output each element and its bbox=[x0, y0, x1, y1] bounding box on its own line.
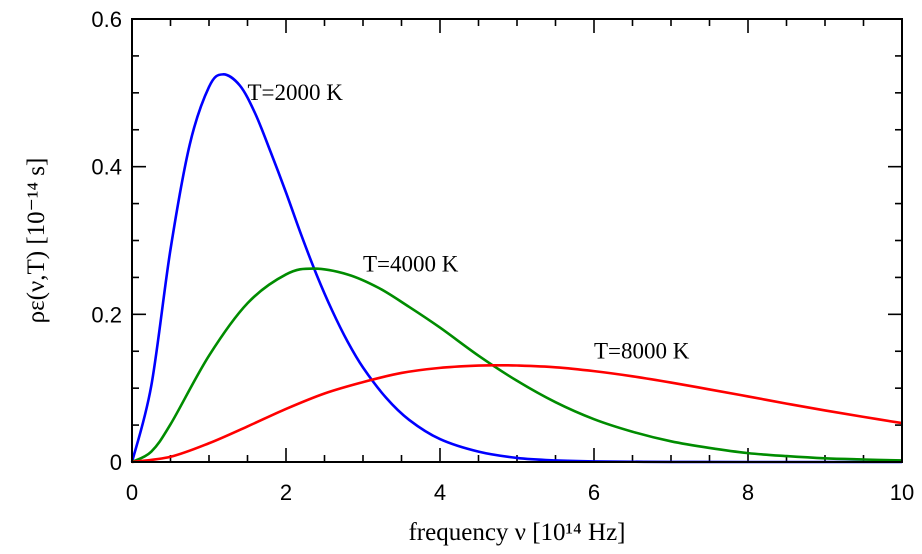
y-tick-label: 0.4 bbox=[91, 155, 122, 180]
series-labels: T=2000 K T=4000 K T=8000 K bbox=[248, 80, 690, 363]
x-tick-label: 2 bbox=[280, 480, 292, 505]
x-tick-label: 10 bbox=[890, 480, 914, 505]
y-tick-label: 0 bbox=[110, 450, 122, 475]
y-tick-label: 0.2 bbox=[91, 302, 122, 327]
y-axis-title: ρε(ν,T) [10⁻¹⁴ s] bbox=[23, 158, 50, 324]
series-line-1 bbox=[130, 73, 903, 464]
x-tick-label: 4 bbox=[434, 480, 446, 505]
series-line-2 bbox=[131, 267, 903, 464]
x-tick-label: 6 bbox=[588, 480, 600, 505]
series-label-1: T=2000 K bbox=[248, 80, 344, 105]
series-curves bbox=[130, 73, 903, 464]
plot-frame bbox=[131, 18, 903, 463]
series-label-3: T=8000 K bbox=[594, 339, 690, 364]
series-line-3 bbox=[131, 363, 903, 464]
tick-labels: 0 2 4 6 8 10 0 0.2 0.4 0.6 bbox=[91, 7, 914, 505]
series-label-2: T=4000 K bbox=[363, 252, 459, 277]
x-tick-label: 8 bbox=[742, 480, 754, 505]
y-tick-label: 0.6 bbox=[91, 7, 122, 32]
x-axis-title: frequency ν [10¹⁴ Hz] bbox=[408, 519, 625, 546]
x-tick-label: 0 bbox=[126, 480, 138, 505]
